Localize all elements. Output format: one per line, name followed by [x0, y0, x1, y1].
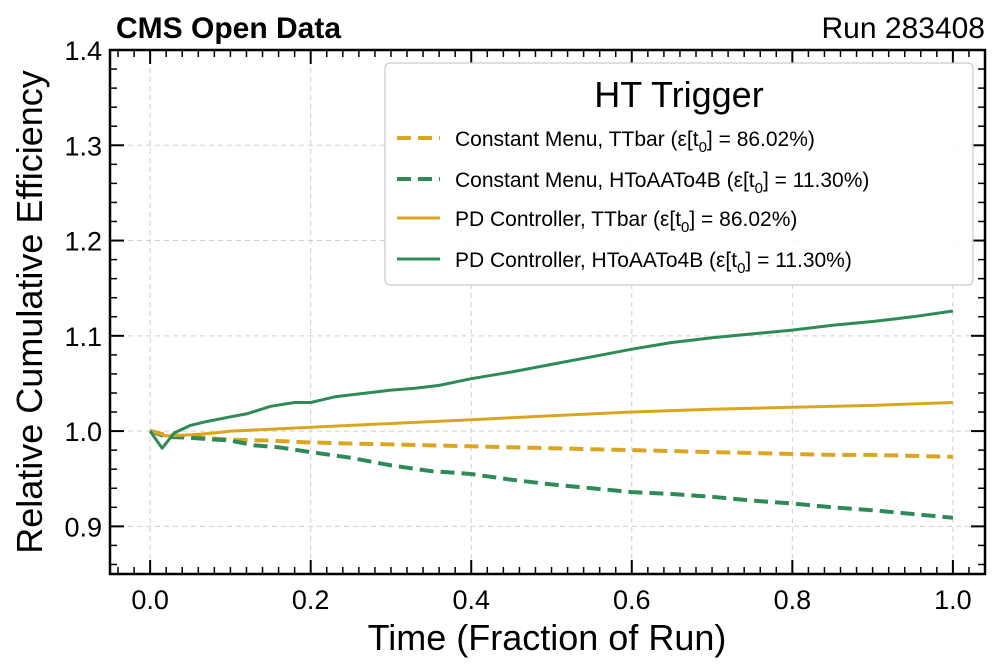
series-line-4 [148, 309, 954, 450]
legend-label-3: PD Controller, TTbar (ε[t0] = 86.02%) [455, 208, 797, 236]
y-tick-label: 1.2 [64, 227, 102, 257]
y-axis-label: Relative Cumulative Efficiency [9, 70, 50, 554]
legend-box [384, 62, 974, 286]
x-tick-label: 0.8 [774, 585, 812, 615]
y-tick-label: 1.1 [64, 322, 102, 352]
tick-labels: 0.0 0.2 0.4 0.6 0.8 1.0 0.9 1.0 1.1 1.2 1.3 1.4 [64, 36, 971, 615]
series-line-3 [149, 401, 953, 438]
y-tick-label: 1.3 [64, 131, 102, 161]
legend-title: HT Trigger [594, 74, 763, 115]
x-tick-label: 0.0 [131, 585, 169, 615]
legend-label-1: Constant Menu, TTbar (ε[t0] = 86.02%) [455, 128, 815, 156]
x-tick-label: 0.4 [452, 585, 490, 615]
series-line-1 [149, 429, 953, 459]
x-tick-label: 0.2 [292, 585, 330, 615]
legend-entries: Constant Menu, TTbar (ε[t0] = 86.02%) Con… [397, 128, 869, 277]
y-tick-label: 1.4 [64, 36, 102, 66]
ticks [110, 49, 986, 574]
series-line-2 [149, 429, 954, 520]
y-tick-label: 1.0 [64, 417, 102, 447]
legend: HT Trigger Constant Menu, TTbar (ε[t0] =… [384, 62, 974, 286]
x-tick-label: 1.0 [934, 585, 972, 615]
legend-label-2: Constant Menu, HToAATo4B (ε[t0] = 11.30%… [455, 169, 869, 197]
header-run-label: Run 283408 [822, 12, 985, 45]
series-group [148, 309, 954, 520]
x-tick-label: 0.6 [613, 585, 651, 615]
header-experiment-label: CMS Open Data [116, 12, 341, 45]
legend-label-4: PD Controller, HToAATo4B (ε[t0] = 11.30%… [455, 249, 852, 277]
y-tick-label: 0.9 [64, 512, 102, 542]
plot-frame [108, 48, 987, 576]
x-axis-label: Time (Fraction of Run) [368, 617, 727, 658]
